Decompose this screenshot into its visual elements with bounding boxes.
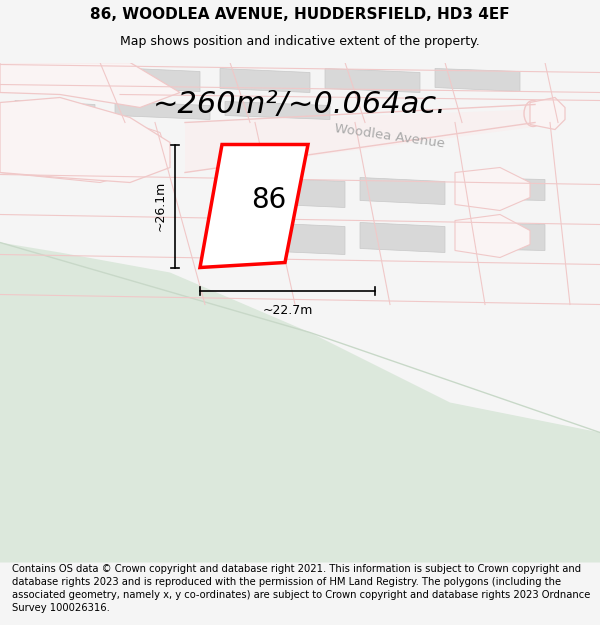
Text: 86, WOODLEA AVENUE, HUDDERSFIELD, HD3 4EF: 86, WOODLEA AVENUE, HUDDERSFIELD, HD3 4E…: [90, 8, 510, 22]
Polygon shape: [460, 222, 545, 251]
Polygon shape: [0, 242, 600, 562]
Polygon shape: [325, 69, 420, 92]
Polygon shape: [255, 177, 345, 208]
Text: ~260m²/~0.064ac.: ~260m²/~0.064ac.: [153, 90, 447, 119]
Ellipse shape: [524, 101, 542, 126]
Text: ~26.1m: ~26.1m: [154, 181, 167, 231]
Polygon shape: [110, 68, 200, 91]
Text: 86: 86: [251, 186, 286, 214]
Polygon shape: [0, 98, 170, 182]
Polygon shape: [455, 168, 530, 211]
Polygon shape: [530, 98, 565, 129]
Polygon shape: [185, 109, 535, 173]
Text: ~22.7m: ~22.7m: [262, 304, 313, 318]
Polygon shape: [115, 101, 210, 119]
Polygon shape: [360, 222, 445, 253]
Polygon shape: [15, 66, 95, 91]
Polygon shape: [360, 177, 445, 204]
Polygon shape: [455, 214, 530, 258]
Polygon shape: [220, 69, 310, 92]
Polygon shape: [435, 69, 520, 91]
Text: Woodlea Avenue: Woodlea Avenue: [334, 122, 446, 151]
Polygon shape: [200, 144, 308, 268]
Polygon shape: [0, 62, 180, 107]
Text: Contains OS data © Crown copyright and database right 2021. This information is : Contains OS data © Crown copyright and d…: [12, 564, 590, 613]
Polygon shape: [15, 101, 95, 121]
Polygon shape: [460, 177, 545, 201]
Polygon shape: [225, 101, 330, 119]
Text: Map shows position and indicative extent of the property.: Map shows position and indicative extent…: [120, 35, 480, 48]
Polygon shape: [255, 222, 345, 254]
Polygon shape: [0, 112, 170, 182]
